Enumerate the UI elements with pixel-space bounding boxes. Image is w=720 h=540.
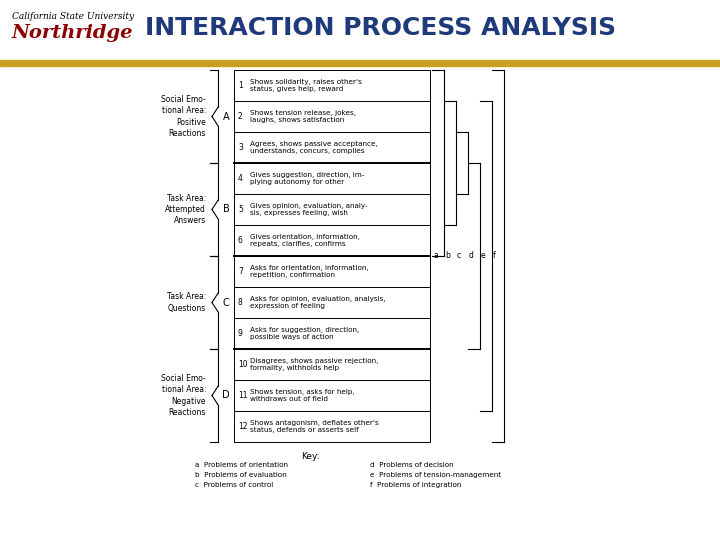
Text: Shows solidarity, raises other's
status, gives help, reward: Shows solidarity, raises other's status,… (250, 79, 362, 92)
Bar (234, 225, 430, 256)
Bar (234, 411, 430, 442)
Text: 5: 5 (238, 205, 243, 214)
Text: Gives opinion, evaluation, analy-
sis, expresses feeling, wish: Gives opinion, evaluation, analy- sis, e… (250, 202, 368, 217)
Text: 4: 4 (238, 174, 243, 183)
Text: c: c (457, 252, 461, 260)
Text: 9: 9 (238, 329, 243, 338)
Text: Task Area:
Attempted
Answers: Task Area: Attempted Answers (165, 194, 206, 225)
Bar (234, 318, 430, 349)
Text: Gives orientation, information,
repeats, clarifies, confirms: Gives orientation, information, repeats,… (250, 234, 360, 247)
Text: INTERACTION PROCESS ANALYSIS: INTERACTION PROCESS ANALYSIS (145, 16, 616, 40)
Bar (0, 60, 720, 63)
Text: Asks for opinion, evaluation, analysis,
expression of feeling: Asks for opinion, evaluation, analysis, … (250, 295, 386, 309)
Text: f  Problems of integration: f Problems of integration (370, 482, 462, 488)
Text: 10: 10 (238, 360, 248, 369)
Text: 12: 12 (238, 422, 248, 431)
Text: California State University: California State University (12, 12, 134, 21)
Text: Social Emo-
tional Area:
Negative
Reactions: Social Emo- tional Area: Negative Reacti… (161, 374, 206, 417)
Text: 2: 2 (238, 112, 243, 121)
Bar (234, 163, 430, 194)
Text: Asks for suggestion, direction,
possible ways of action: Asks for suggestion, direction, possible… (250, 327, 359, 340)
Text: b: b (445, 252, 450, 260)
Text: Asks for orientation, information,
repetition, confirmation: Asks for orientation, information, repet… (250, 265, 369, 279)
Text: a  Problems of orientation: a Problems of orientation (195, 462, 288, 468)
Text: 8: 8 (238, 298, 243, 307)
Text: b  Problems of evaluation: b Problems of evaluation (195, 472, 287, 478)
Text: Key:: Key: (301, 452, 319, 461)
Text: 7: 7 (238, 267, 243, 276)
Text: 3: 3 (238, 143, 243, 152)
Text: e  Problems of tension-management: e Problems of tension-management (370, 472, 501, 478)
Text: f: f (493, 252, 496, 260)
Bar (234, 256, 430, 287)
Bar (234, 380, 430, 411)
Text: c  Problems of control: c Problems of control (195, 482, 274, 488)
Text: Shows tension, asks for help,
withdraws out of field: Shows tension, asks for help, withdraws … (250, 389, 355, 402)
Text: D: D (222, 390, 230, 401)
Bar (234, 194, 430, 225)
Text: 1: 1 (238, 81, 243, 90)
Text: Disagrees, shows passive rejection,
formality, withholds help: Disagrees, shows passive rejection, form… (250, 357, 379, 372)
Text: 11: 11 (238, 391, 248, 400)
Text: d: d (469, 252, 474, 260)
Text: Shows tension release, jokes,
laughs, shows satisfaction: Shows tension release, jokes, laughs, sh… (250, 110, 356, 123)
Text: 6: 6 (238, 236, 243, 245)
Bar (234, 287, 430, 318)
Text: Gives suggestion, direction, im-
plying autonomy for other: Gives suggestion, direction, im- plying … (250, 172, 364, 185)
Bar (0, 0, 720, 60)
Text: Northridge: Northridge (12, 24, 133, 42)
Text: Social Emo-
tional Area:
Positive
Reactions: Social Emo- tional Area: Positive Reacti… (161, 96, 206, 138)
Bar (0, 64, 720, 66)
Text: Task Area:
Questions: Task Area: Questions (167, 293, 206, 313)
Bar (234, 349, 430, 380)
Text: B: B (222, 205, 230, 214)
Text: C: C (222, 298, 230, 307)
Bar (234, 70, 430, 101)
Text: Shows antagonism, deflates other's
status, defends or asserts self: Shows antagonism, deflates other's statu… (250, 420, 379, 434)
Text: d  Problems of decision: d Problems of decision (370, 462, 454, 468)
Text: A: A (222, 111, 229, 122)
Text: Agrees, shows passive acceptance,
understands, concurs, complies: Agrees, shows passive acceptance, unders… (250, 140, 378, 154)
Text: a: a (433, 252, 438, 260)
Bar (234, 101, 430, 132)
Text: e: e (481, 252, 485, 260)
Bar (234, 132, 430, 163)
